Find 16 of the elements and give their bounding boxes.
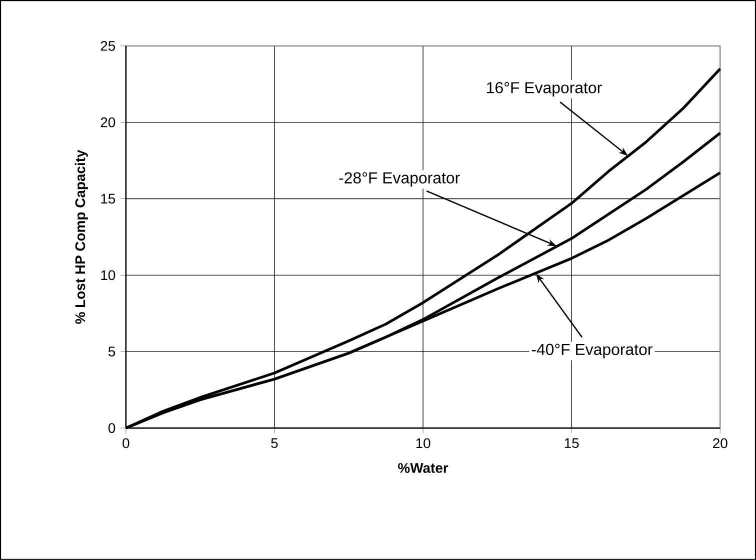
- annotation: 16°F Evaporator: [487, 82, 602, 97]
- x-tick-label: 5: [271, 438, 278, 448]
- annotation: -40°F Evaporator: [532, 344, 652, 358]
- y-tick-label: 25: [100, 40, 116, 51]
- annotation: -28°F Evaporator: [339, 172, 460, 187]
- y-tick-label: 5: [108, 346, 116, 356]
- y-tick-label: 15: [101, 194, 116, 204]
- x-axis-title: %Water: [398, 463, 448, 473]
- y-axis-title: % Lost HP Comp Capacity: [74, 150, 88, 324]
- x-tick-label: 20: [713, 438, 728, 448]
- y-tick-label: 10: [101, 270, 116, 280]
- x-tick-label: 15: [564, 438, 579, 448]
- y-tick-label: 20: [100, 117, 116, 128]
- x-tick-label: 10: [416, 438, 430, 448]
- x-tick-label: 0: [122, 438, 130, 448]
- y-tick-label: 0: [108, 423, 116, 433]
